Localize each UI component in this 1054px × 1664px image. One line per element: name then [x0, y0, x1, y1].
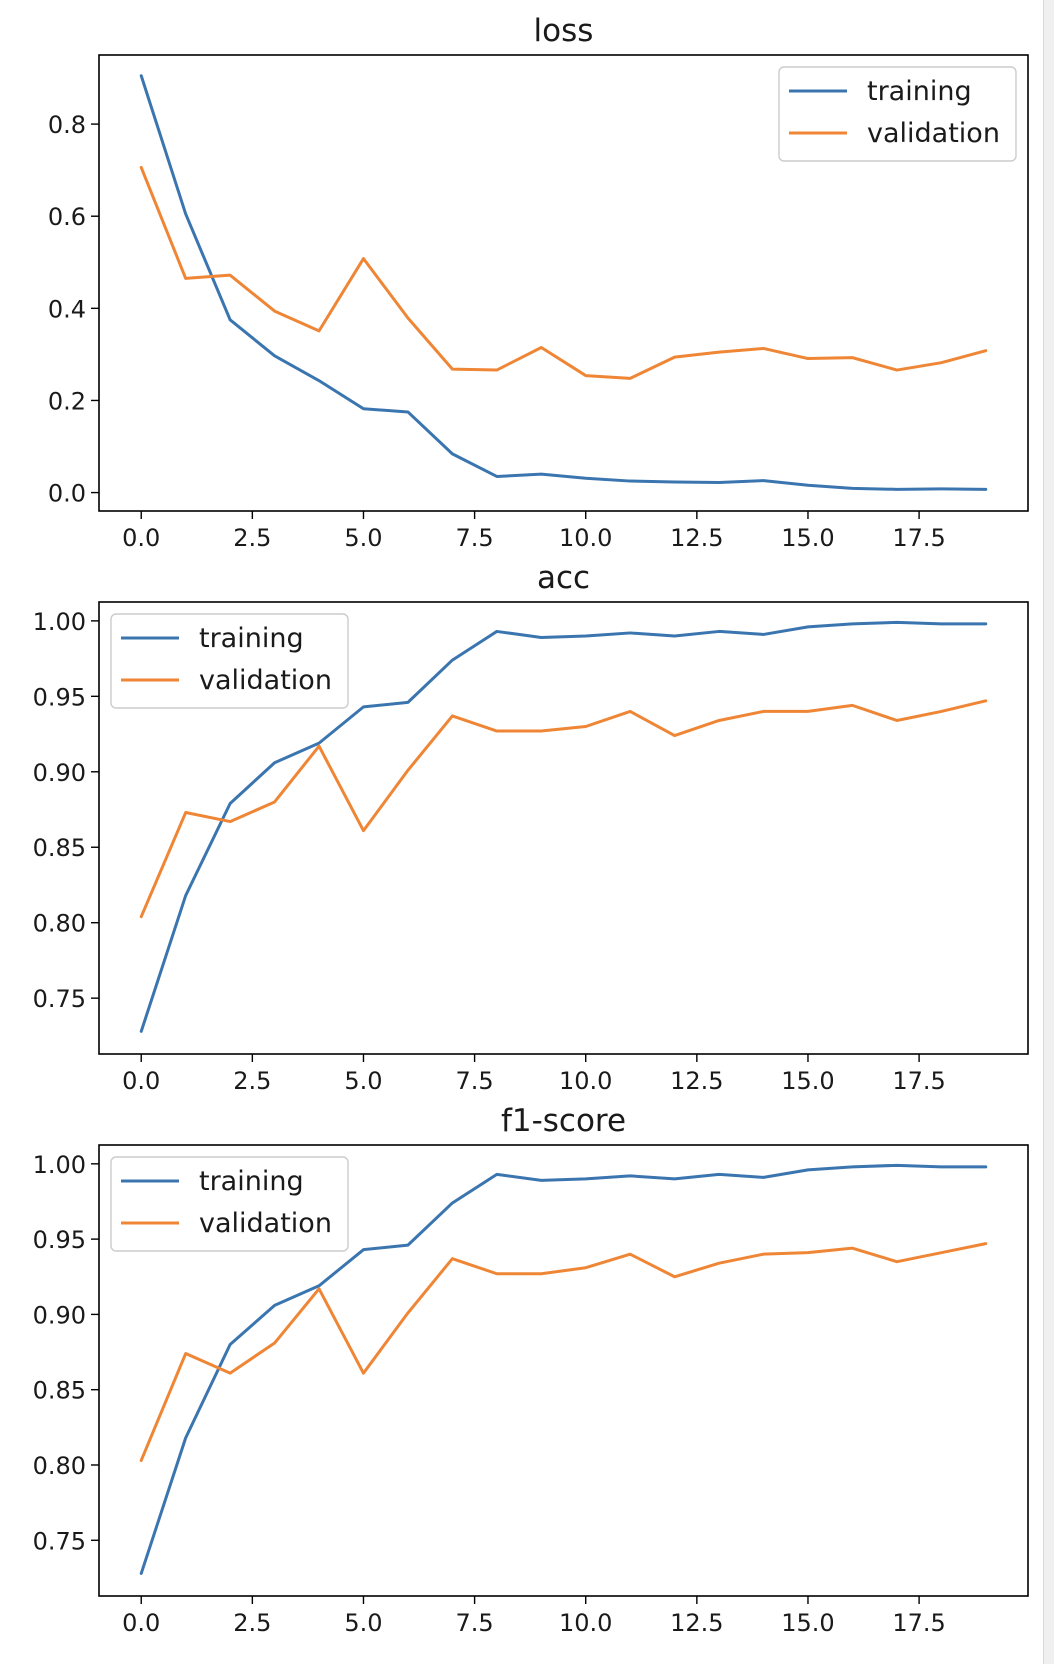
acc-axes-frame — [98, 601, 1029, 1055]
f1-score-validation-line — [139, 1242, 988, 1462]
acc-validation-line — [139, 699, 988, 919]
acc-legend: training validation — [110, 613, 349, 709]
acc-x-tick-label: 17.5 — [892, 1067, 945, 1095]
loss-x-tick-label: 0.0 — [122, 524, 160, 552]
acc-y-tick-label: 0.85 — [33, 834, 86, 862]
loss-x-tick-label: 15.0 — [781, 524, 834, 552]
acc-y-tick-label: 0.95 — [33, 683, 86, 711]
acc-chart-title: acc — [537, 560, 590, 596]
loss-y-tick-label: 0.2 — [48, 387, 86, 415]
f1-score-x-tick-label: 10.0 — [559, 1609, 612, 1637]
acc-training-line — [139, 620, 988, 1033]
f1-score-x-tick-label: 2.5 — [233, 1609, 271, 1637]
f1-score-chart-title: f1-score — [501, 1103, 626, 1139]
f1-score-axes-frame — [98, 1144, 1029, 1597]
acc-x-tick-label: 7.5 — [456, 1067, 494, 1095]
f1-score-x-tick-label: 17.5 — [892, 1609, 945, 1637]
loss-axes-frame — [98, 54, 1029, 512]
f1-score-y-tick-label: 0.80 — [33, 1452, 86, 1480]
f1-score-x-tick-label: 7.5 — [456, 1609, 494, 1637]
loss-x-tick-label: 10.0 — [559, 524, 612, 552]
f1-score-x-tick-label: 0.0 — [122, 1609, 160, 1637]
acc-x-tick-label: 0.0 — [122, 1067, 160, 1095]
loss-y-tick-label: 0.0 — [48, 480, 86, 508]
acc-legend-validation-label: validation — [199, 665, 332, 696]
acc-x-tick-label: 2.5 — [233, 1067, 271, 1095]
acc-legend-training-label: training — [199, 623, 304, 654]
loss-y-tick-label: 0.4 — [48, 295, 86, 323]
f1-score-y-tick-label: 0.75 — [33, 1527, 86, 1555]
f1-score-x-tick-label: 5.0 — [344, 1609, 382, 1637]
acc-x-tick-label: 5.0 — [344, 1067, 382, 1095]
loss-x-tick-label: 2.5 — [233, 524, 271, 552]
loss-y-tick-label: 0.8 — [48, 111, 86, 139]
f1-score-x-tick-label: 12.5 — [670, 1609, 723, 1637]
acc-y-tick-label: 0.75 — [33, 985, 86, 1013]
loss-x-tick-label: 5.0 — [344, 524, 382, 552]
f1-score-y-tick-label: 0.95 — [33, 1226, 86, 1254]
loss-legend-validation-label: validation — [867, 118, 1000, 149]
f1-score-y-tick-label: 0.90 — [33, 1301, 86, 1329]
acc-chart: acc 0.0 2.5 5.0 7.5 10.0 12.5 15.0 17.5 0.75 0.80 0… — [33, 560, 1029, 1095]
f1-score-y-tick-label: 1.00 — [33, 1151, 86, 1179]
f1-score-training-line — [139, 1163, 988, 1575]
f1-score-legend-validation-label: validation — [199, 1208, 332, 1239]
loss-chart-title: loss — [534, 13, 594, 49]
f1-score-legend-training-label: training — [199, 1166, 304, 1197]
acc-y-tick-label: 0.90 — [33, 759, 86, 787]
acc-y-tick-label: 0.80 — [33, 910, 86, 938]
acc-x-tick-label: 10.0 — [559, 1067, 612, 1095]
f1-score-x-tick-label: 15.0 — [781, 1609, 834, 1637]
acc-x-tick-label: 12.5 — [670, 1067, 723, 1095]
loss-x-tick-label: 7.5 — [456, 524, 494, 552]
acc-y-tick-label: 1.00 — [33, 608, 86, 636]
f1-score-y-tick-label: 0.85 — [33, 1377, 86, 1405]
acc-x-tick-label: 15.0 — [781, 1067, 834, 1095]
loss-legend: training validation — [778, 66, 1017, 162]
loss-validation-line — [139, 165, 988, 380]
window-edge-scrollbar — [1043, 0, 1054, 1664]
loss-legend-training-label: training — [867, 76, 972, 107]
loss-x-tick-label: 17.5 — [892, 524, 945, 552]
f1-score-chart: f1-score 0.0 2.5 5.0 7.5 10.0 12.5 15.0 17.5 0.75… — [33, 1103, 1029, 1637]
loss-y-tick-label: 0.6 — [48, 203, 86, 231]
loss-chart: loss 0.0 2.5 5.0 7.5 10.0 12.5 15.0 17.5 0.0 0.2 0.… — [48, 13, 1029, 552]
loss-training-line — [139, 74, 988, 491]
loss-x-tick-label: 12.5 — [670, 524, 723, 552]
f1-score-legend: training validation — [110, 1156, 349, 1252]
